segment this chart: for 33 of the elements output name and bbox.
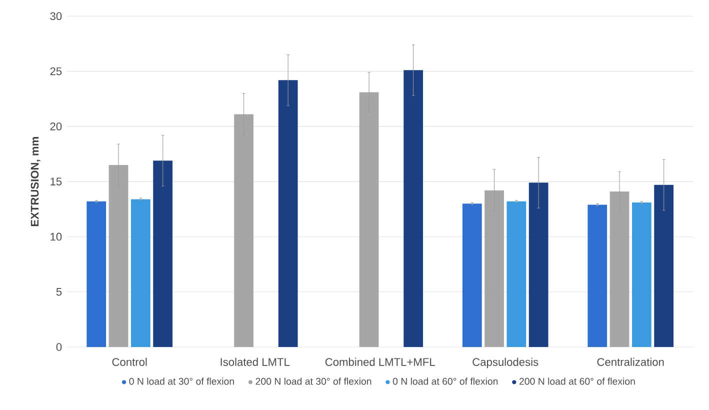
y-tick-label: 15 xyxy=(50,178,62,186)
bar xyxy=(108,165,128,347)
y-tick-label: 10 xyxy=(50,232,62,241)
bar xyxy=(632,202,652,347)
x-tick-label: Combined LMTL+MFL xyxy=(325,358,435,366)
x-tick-label: Capsulodesis xyxy=(472,358,538,368)
legend-label: 0 N load at 30° of flexion xyxy=(129,378,234,385)
x-tick-label: Isolated LMTL xyxy=(220,358,290,366)
bar xyxy=(462,204,482,347)
x-tick-label: Control xyxy=(112,358,147,366)
legend-label: 0 N load at 60° of flexion xyxy=(392,378,498,385)
bar xyxy=(404,70,424,347)
bar xyxy=(153,160,173,347)
y-tick-label: 0 xyxy=(56,343,62,351)
bar xyxy=(484,190,504,347)
y-tick-label: 20 xyxy=(50,122,62,130)
legend-label: 200 N load at 30° of flexion xyxy=(256,378,372,385)
bar xyxy=(506,201,526,347)
bar xyxy=(234,114,254,347)
bar xyxy=(130,199,150,347)
bar xyxy=(278,80,298,347)
y-tick-label: 5 xyxy=(56,288,62,296)
bar xyxy=(359,92,379,347)
bar xyxy=(654,184,674,347)
y-tick-label: 30 xyxy=(50,12,62,20)
legend-label: 200 N load at 60° of flexion xyxy=(519,378,635,385)
bar xyxy=(86,201,106,347)
bar xyxy=(588,204,608,347)
y-tick-label: 25 xyxy=(50,67,62,76)
bar xyxy=(610,191,630,347)
y-axis-title: EXTRUSION, mm xyxy=(30,137,40,226)
x-tick-label: Centralization xyxy=(597,358,664,366)
bar xyxy=(528,182,548,347)
